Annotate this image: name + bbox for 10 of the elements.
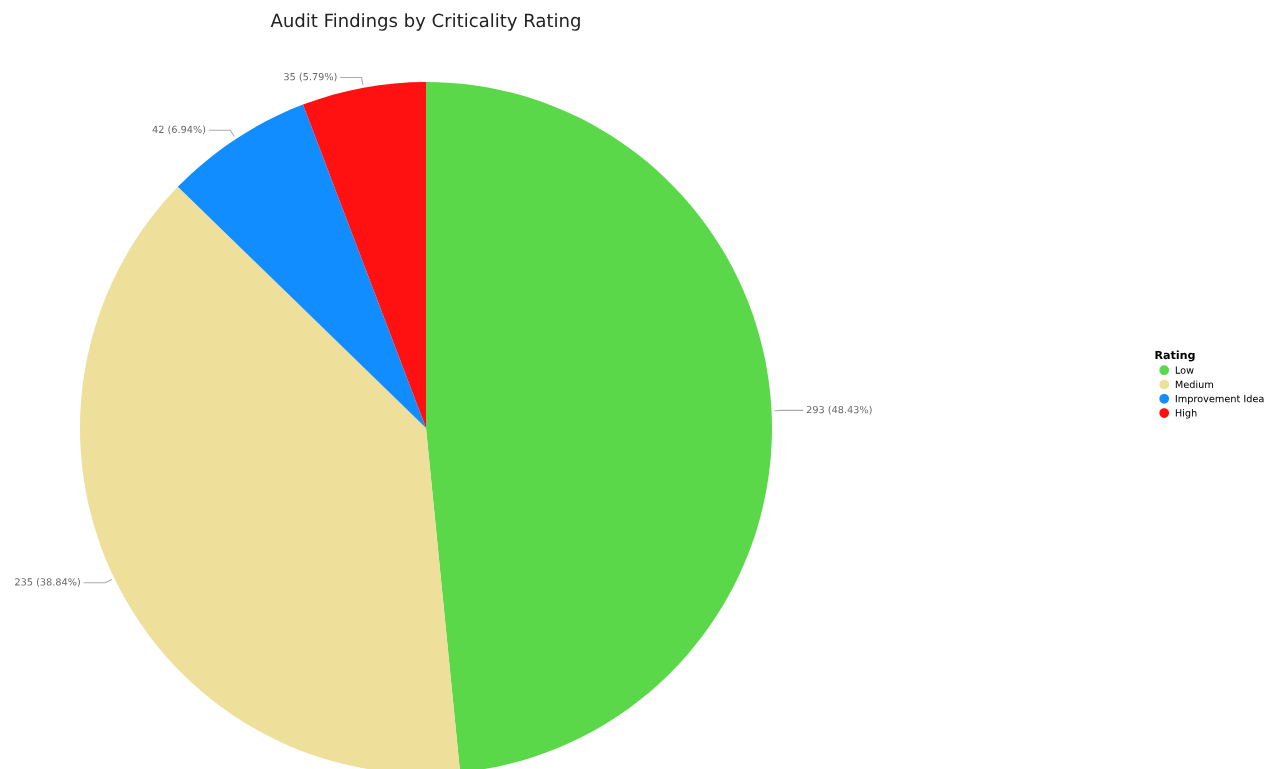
legend-label: High: [1175, 409, 1197, 419]
data-label: 42 (6.94%): [152, 125, 206, 135]
legend-label: Low: [1175, 366, 1194, 374]
legend-title: Rating: [1155, 350, 1195, 362]
data-label: 293 (48.43%): [806, 405, 872, 415]
legend-label: Medium: [1175, 380, 1213, 389]
chart-title: Audit Findings by Criticality Rating: [270, 13, 580, 31]
legend-label: Improvement Idea: [1175, 394, 1264, 405]
data-label: 235 (38.84%): [15, 578, 80, 587]
data-label: 35 (5.79%): [284, 72, 337, 82]
